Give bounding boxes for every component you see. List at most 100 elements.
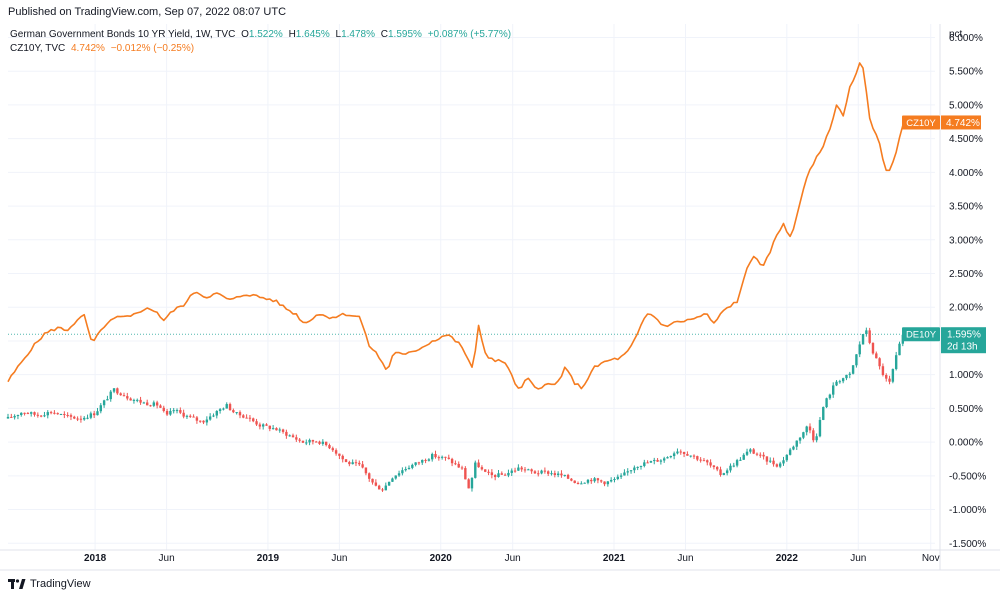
candle (719, 466, 722, 477)
candle (808, 423, 812, 434)
candle (490, 469, 494, 479)
candle (165, 408, 169, 416)
candle-body (268, 425, 272, 429)
candle (855, 354, 858, 368)
candle-body (775, 464, 779, 467)
candle-body (586, 479, 590, 483)
candle (20, 412, 23, 417)
candle (629, 470, 633, 474)
candle-body (242, 415, 245, 418)
candle (33, 411, 36, 417)
candle (172, 407, 175, 414)
candle-body (616, 476, 619, 479)
candle (225, 402, 228, 409)
candle-body (550, 473, 553, 475)
candle (387, 481, 391, 486)
candle (563, 474, 566, 477)
candle-body (53, 412, 56, 414)
candle-body (706, 460, 709, 463)
candle (142, 401, 146, 404)
cz10y-series (7, 62, 905, 390)
candle-body (6, 416, 10, 419)
candle (377, 484, 381, 490)
candle (421, 459, 424, 465)
candle-body (513, 470, 517, 472)
legend-cz10y-change: −0.012% (−0.25%) (110, 43, 195, 54)
candle (245, 414, 248, 419)
candle-body (812, 430, 815, 441)
candle-body (228, 404, 232, 411)
candle-body (13, 415, 16, 418)
candle (361, 461, 364, 469)
candle-body (397, 473, 401, 476)
candle (802, 431, 805, 440)
candle-body (348, 462, 351, 465)
candle-body (411, 464, 414, 468)
candle (391, 477, 394, 483)
tradingview-logo[interactable]: TradingView (8, 578, 91, 590)
candle (427, 458, 431, 462)
candle (73, 415, 76, 420)
candle-body (510, 470, 513, 473)
candle (865, 327, 868, 337)
candle-body (427, 459, 431, 461)
candle-body (288, 435, 291, 437)
candle (371, 478, 374, 485)
candle (16, 414, 20, 420)
candle-body (788, 449, 792, 455)
candle-body (540, 470, 543, 474)
candle (497, 470, 500, 478)
candle-body (387, 481, 391, 486)
candle-body (682, 452, 686, 454)
candle (99, 403, 102, 414)
de10y-name-tag (902, 327, 940, 342)
candle (881, 363, 885, 377)
candle-body (835, 381, 838, 386)
cz10y-value-tag (941, 115, 981, 130)
candle-body (202, 420, 205, 423)
candle (414, 462, 417, 467)
candle-body (248, 417, 252, 419)
candle (212, 413, 215, 418)
candle (891, 368, 895, 384)
candle (102, 399, 106, 408)
candle-body (384, 485, 388, 491)
candle-body (600, 480, 603, 482)
candle (152, 400, 156, 408)
candle (662, 456, 666, 463)
candle-body (838, 381, 842, 383)
candle (417, 461, 421, 466)
candle (716, 466, 719, 472)
candle (49, 410, 53, 415)
candle (586, 478, 590, 485)
candle (875, 351, 878, 359)
candle (348, 460, 351, 467)
x-tick-label: Jun (505, 553, 521, 564)
candle-body (543, 470, 547, 472)
candle (609, 477, 613, 483)
candle-body (894, 355, 898, 370)
candle (838, 379, 842, 384)
candle (785, 454, 789, 462)
candle (6, 413, 10, 419)
candle (354, 459, 358, 467)
candle (520, 466, 523, 472)
candle (175, 408, 179, 414)
candle (712, 465, 716, 470)
candle (437, 455, 441, 461)
candle-body (205, 419, 209, 423)
candle (702, 458, 706, 462)
candle (798, 436, 802, 444)
candle-body (646, 462, 649, 464)
candle (669, 455, 673, 459)
y-tick-label: 6.000% (949, 33, 983, 44)
candle (208, 413, 212, 421)
candle-body (497, 473, 500, 478)
candle (742, 453, 745, 460)
candle-body (328, 445, 331, 449)
candle-body (162, 407, 165, 412)
candle-body (560, 473, 563, 476)
candle-body (321, 441, 325, 444)
candle (739, 457, 742, 461)
